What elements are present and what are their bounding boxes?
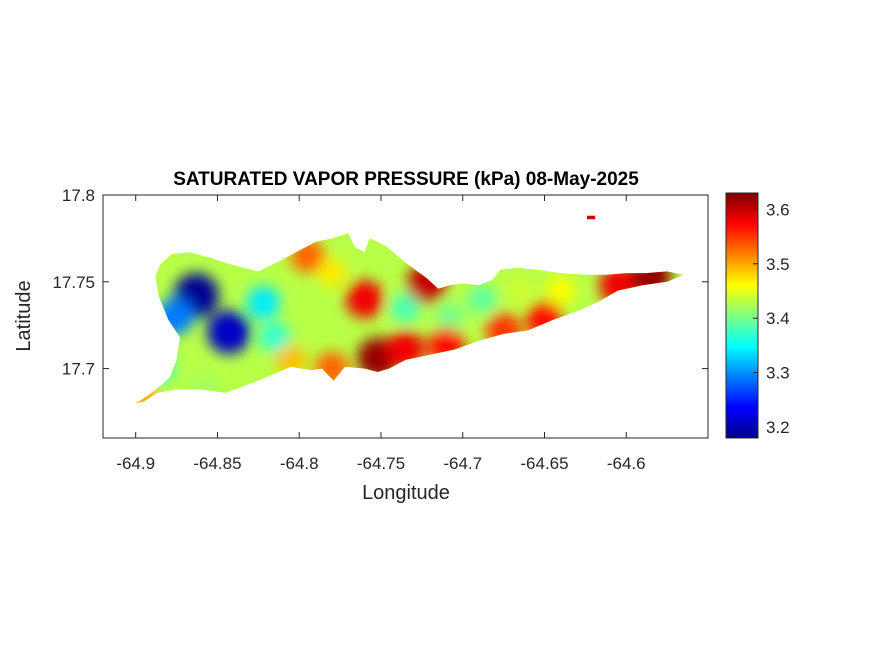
colorbar-tick-label: 3.2 [766, 418, 790, 437]
field-sample-6 [390, 292, 421, 323]
x-tick-label: -64.7 [443, 454, 482, 473]
field-sample-4 [259, 321, 291, 353]
y-tick-label: 17.8 [62, 186, 95, 205]
chart-title: SATURATED VAPOR PRESSURE (kPa) 08-May-20… [173, 169, 639, 190]
field-sample-1 [207, 310, 251, 354]
field-sample-8 [467, 284, 497, 314]
x-axis: -64.9 -64.85 -64.8 -64.75 -64.7 -64.65 -64.6 [116, 195, 646, 473]
plot-area: -64.9 -64.85 -64.8 -64.75 -64.7 -64.65 -64.6 1… [52, 186, 709, 473]
x-tick-label: -64.85 [193, 454, 241, 473]
field-sample-7 [435, 302, 464, 331]
colorbar-tick-label: 3.5 [766, 255, 790, 274]
field-sample-9 [506, 277, 534, 304]
y-axis-label: Latitude [13, 280, 35, 351]
field-sample-11 [317, 258, 347, 288]
colorbar-ticks: 3.2 3.3 3.4 3.5 3.6 [753, 200, 790, 437]
colorbar-gradient [725, 192, 759, 439]
x-axis-label: Longitude [362, 482, 450, 504]
field-sample-10 [546, 276, 576, 305]
x-tick-label: -64.8 [280, 454, 319, 473]
x-tick-label: -64.9 [116, 454, 155, 473]
y-axis: 17.7 17.75 17.8 [52, 186, 708, 379]
x-tick-label: -64.75 [357, 454, 405, 473]
y-tick-label: 17.7 [62, 360, 95, 379]
y-tick-label: 17.75 [52, 273, 95, 292]
x-tick-label: -64.6 [607, 454, 646, 473]
x-tick-label: -64.65 [520, 454, 568, 473]
field-sample-13 [345, 280, 384, 319]
field-sample-23 [275, 344, 307, 376]
field-sample-3 [246, 286, 280, 320]
colorbar: 3.2 3.3 3.4 3.5 3.6 [725, 192, 790, 439]
colorbar-tick-label: 3.3 [766, 364, 790, 383]
colorbar-tick-label: 3.6 [766, 200, 790, 219]
colorbar-tick-label: 3.4 [766, 309, 790, 328]
axes-box [102, 194, 709, 439]
